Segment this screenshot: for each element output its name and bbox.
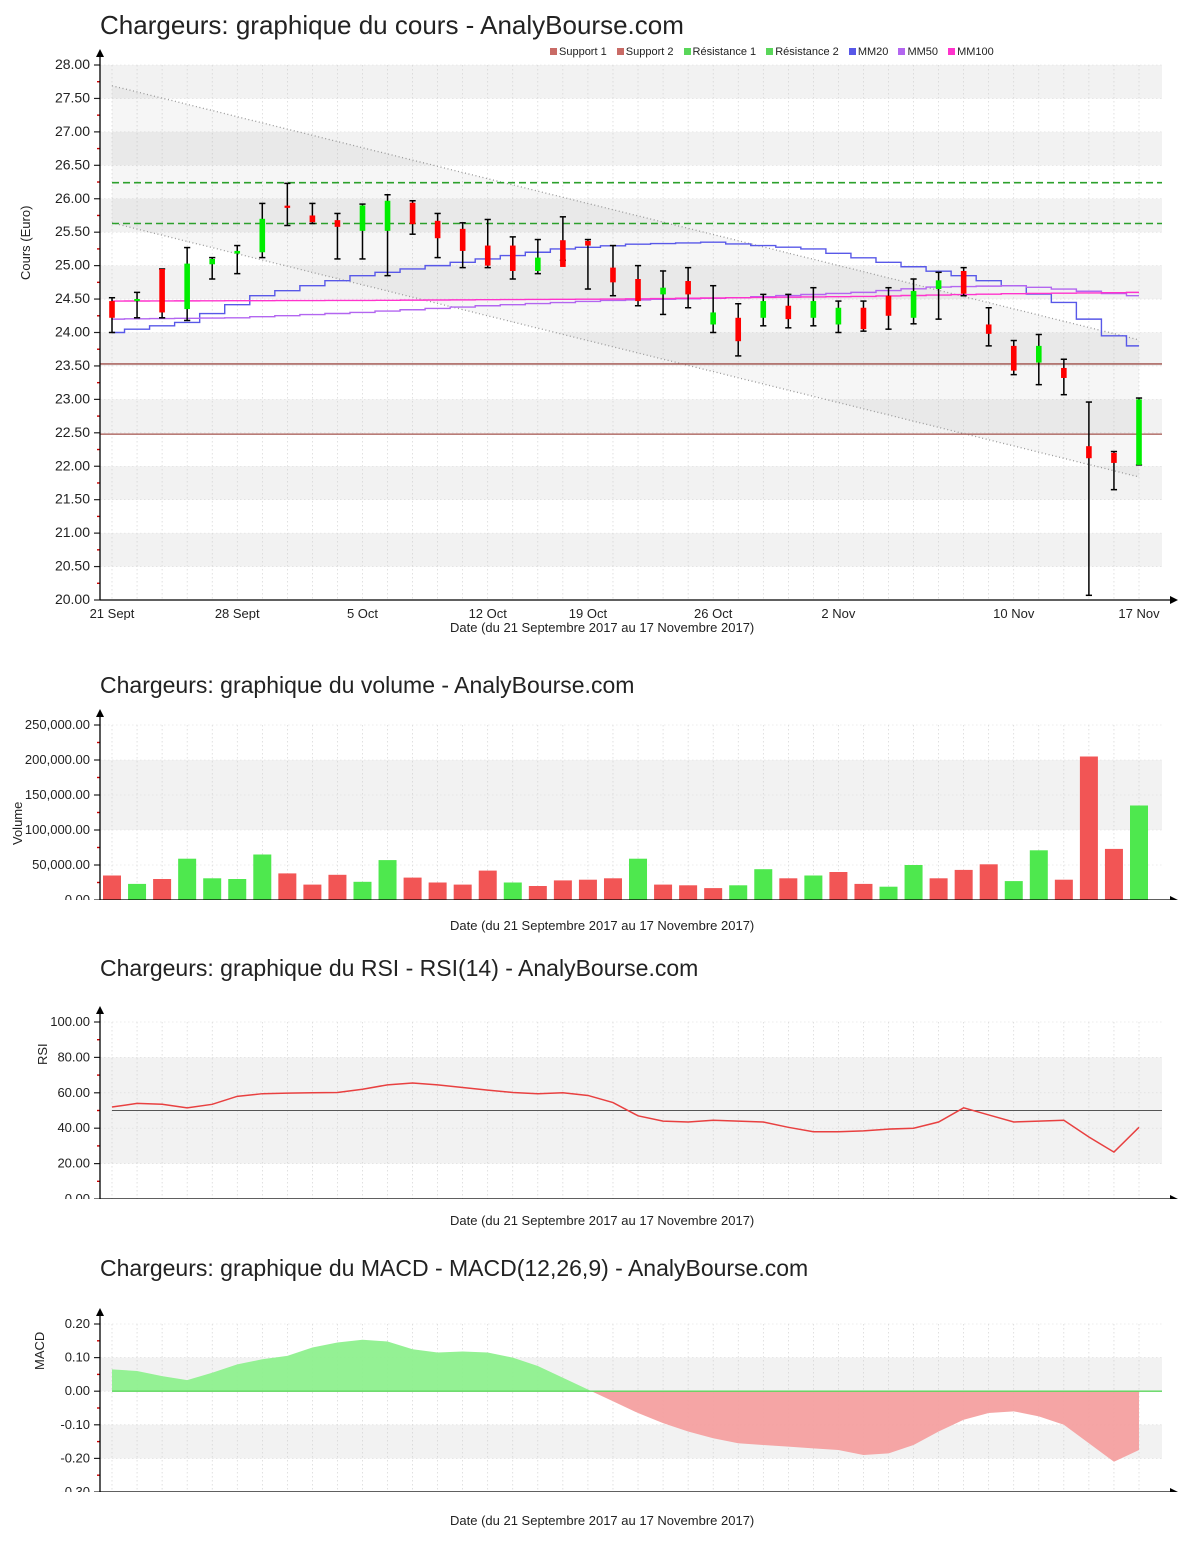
svg-text:27.50: 27.50	[55, 89, 90, 105]
svg-text:60.00: 60.00	[57, 1085, 90, 1100]
svg-text:25.50: 25.50	[55, 223, 90, 239]
svg-text:250,000.00: 250,000.00	[25, 717, 90, 732]
svg-text:50,000.00: 50,000.00	[32, 857, 90, 872]
svg-text:100.00: 100.00	[50, 1014, 90, 1029]
svg-text:22.50: 22.50	[55, 424, 90, 440]
svg-text:-0.30: -0.30	[60, 1484, 90, 1492]
svg-text:21 Sept: 21 Sept	[90, 606, 135, 620]
svg-text:20.00: 20.00	[57, 1156, 90, 1171]
svg-text:22.00: 22.00	[55, 457, 90, 473]
svg-text:-0.10: -0.10	[60, 1417, 90, 1432]
svg-text:5 Oct: 5 Oct	[347, 606, 378, 620]
svg-text:21.50: 21.50	[55, 491, 90, 507]
svg-text:23.00: 23.00	[55, 390, 90, 406]
svg-text:40.00: 40.00	[57, 1120, 90, 1135]
svg-text:-0.20: -0.20	[60, 1450, 90, 1465]
svg-text:0.00: 0.00	[65, 892, 90, 900]
svg-text:28.00: 28.00	[55, 56, 90, 72]
svg-text:200,000.00: 200,000.00	[25, 752, 90, 767]
svg-text:19 Oct: 19 Oct	[569, 606, 608, 620]
svg-text:27.00: 27.00	[55, 123, 90, 139]
svg-text:12 Oct: 12 Oct	[469, 606, 508, 620]
svg-text:2 Nov: 2 Nov	[821, 606, 855, 620]
svg-text:0.00: 0.00	[65, 1191, 90, 1199]
svg-text:17 Nov: 17 Nov	[1118, 606, 1160, 620]
svg-text:20.00: 20.00	[55, 591, 90, 607]
svg-text:0.00: 0.00	[65, 1383, 90, 1398]
svg-text:26.00: 26.00	[55, 190, 90, 206]
svg-text:23.50: 23.50	[55, 357, 90, 373]
svg-text:20.50: 20.50	[55, 558, 90, 574]
svg-text:10 Nov: 10 Nov	[993, 606, 1035, 620]
svg-text:21.00: 21.00	[55, 524, 90, 540]
svg-text:26.50: 26.50	[55, 156, 90, 172]
svg-text:150,000.00: 150,000.00	[25, 787, 90, 802]
svg-text:24.00: 24.00	[55, 324, 90, 340]
svg-text:28 Sept: 28 Sept	[215, 606, 260, 620]
svg-text:0.10: 0.10	[65, 1350, 90, 1365]
svg-text:24.50: 24.50	[55, 290, 90, 306]
svg-text:26 Oct: 26 Oct	[694, 606, 733, 620]
svg-text:80.00: 80.00	[57, 1049, 90, 1064]
svg-text:100,000.00: 100,000.00	[25, 822, 90, 837]
svg-text:0.20: 0.20	[65, 1316, 90, 1331]
svg-text:25.00: 25.00	[55, 257, 90, 273]
